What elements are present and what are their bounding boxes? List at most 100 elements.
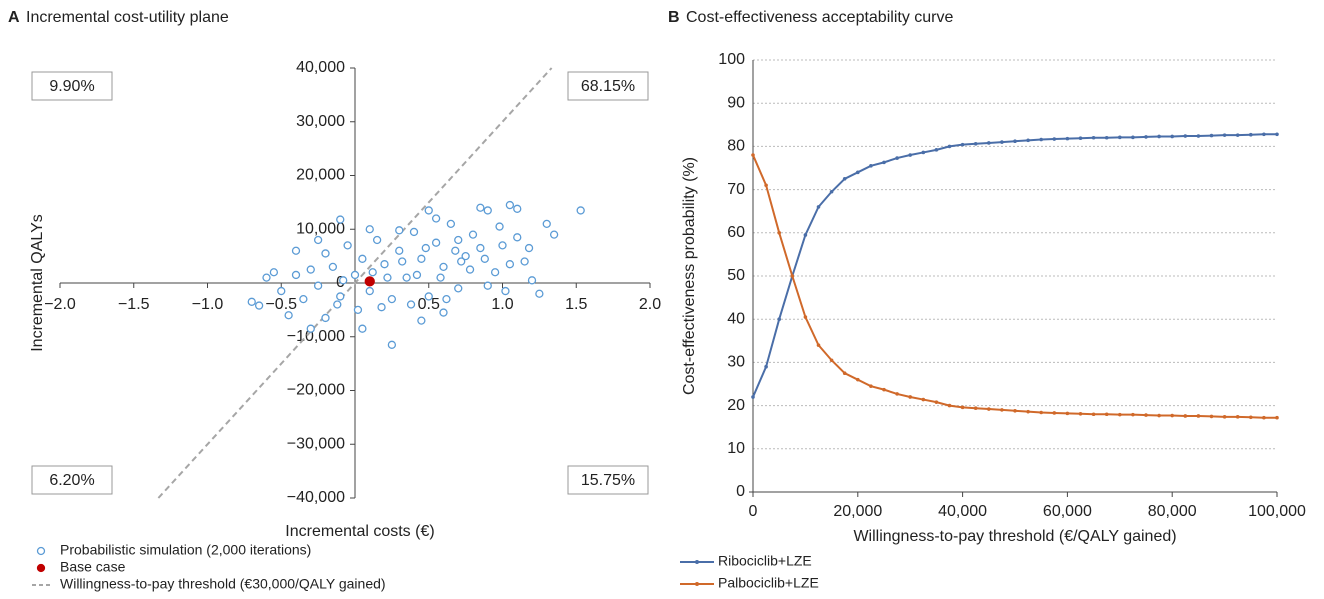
- simulation-point: [439, 308, 448, 317]
- y-tick-label: 90: [727, 94, 745, 111]
- simulation-point: [461, 251, 470, 261]
- simulation-point: [402, 273, 411, 282]
- simulation-point: [513, 204, 522, 213]
- series-marker: [842, 371, 847, 376]
- series-marker: [1183, 134, 1188, 138]
- legend-label: Probabilistic simulation (2,000 iteratio…: [60, 542, 311, 558]
- x-tick-label: −1.0: [192, 296, 224, 313]
- y-tick-label: 60: [727, 224, 745, 241]
- x-axis-title: Willingness-to-pay threshold (€/QALY gai…: [853, 528, 1176, 545]
- y-axis-title: Incremental QALYs: [29, 214, 46, 352]
- series-marker: [1131, 412, 1135, 417]
- simulation-point: [321, 313, 330, 323]
- simulation-point: [476, 243, 485, 253]
- quadrant-box: [31, 71, 113, 101]
- series-marker: [829, 358, 834, 363]
- series-marker: [1091, 412, 1096, 417]
- series-marker: [1000, 140, 1004, 144]
- y-tick-label: −40,000: [287, 489, 345, 506]
- quadrant-label: 15.75%: [581, 472, 635, 489]
- series-marker: [947, 144, 952, 149]
- series-marker: [987, 407, 991, 411]
- legend-swatch: [36, 563, 46, 573]
- series-marker: [882, 160, 886, 165]
- series-marker: [803, 233, 808, 237]
- y-tick-label: 70: [727, 181, 745, 198]
- series-marker: [921, 397, 926, 402]
- series-marker: [1222, 415, 1227, 419]
- y-tick-label: −20,000: [287, 382, 345, 399]
- simulation-point: [387, 294, 397, 304]
- series-marker: [1065, 411, 1070, 416]
- simulation-point: [476, 203, 485, 212]
- simulation-point: [306, 265, 315, 274]
- simulation-point: [328, 262, 338, 272]
- x-tick-label: 60,000: [1043, 503, 1092, 520]
- series-marker: [1000, 408, 1004, 412]
- simulation-point: [520, 257, 529, 266]
- simulation-point: [387, 340, 397, 349]
- y-tick-label: 30: [727, 354, 745, 371]
- simulation-point: [527, 276, 537, 285]
- series-marker: [1157, 413, 1161, 418]
- x-axis-title: Incremental costs (€): [285, 523, 434, 540]
- simulation-point: [505, 260, 515, 269]
- series-marker: [803, 315, 808, 319]
- x-tick-label: −1.5: [118, 296, 150, 313]
- series-marker: [1249, 415, 1253, 420]
- legend-label: Palbociclib+LZE: [718, 575, 819, 591]
- simulation-point: [383, 273, 392, 282]
- series-marker: [751, 153, 755, 157]
- y-tick-label: 20,000: [296, 167, 345, 184]
- series-marker: [934, 400, 939, 404]
- quadrant-label: 6.20%: [49, 472, 94, 489]
- series-marker: [856, 170, 860, 175]
- x-tick-label: 80,000: [1148, 503, 1197, 520]
- quadrant-box: [31, 465, 113, 495]
- series-marker: [816, 343, 821, 347]
- simulation-point: [535, 289, 544, 298]
- series-marker: [1118, 412, 1122, 417]
- simulation-point: [254, 301, 264, 310]
- simulation-point: [457, 257, 466, 266]
- legend-swatch: [695, 560, 699, 564]
- simulation-point: [513, 233, 522, 242]
- series-marker: [777, 231, 781, 235]
- legend-label: Ribociclib+LZE: [718, 553, 812, 569]
- series-marker: [1078, 412, 1083, 416]
- series-marker: [869, 384, 873, 388]
- simulation-point: [299, 294, 308, 304]
- series-marker: [895, 156, 899, 160]
- series-marker: [1091, 135, 1096, 140]
- series-marker: [1052, 137, 1057, 141]
- legend-label: Willingness-to-pay threshold (€30,000/QA…: [60, 576, 386, 592]
- y-tick-label: 100: [718, 51, 745, 68]
- simulation-point: [377, 303, 386, 312]
- series-marker: [777, 317, 781, 322]
- series-marker: [829, 189, 834, 194]
- series-marker: [1196, 134, 1201, 138]
- series-marker: [1222, 133, 1227, 137]
- simulation-point: [431, 238, 441, 247]
- x-tick-label: −2.0: [44, 296, 76, 313]
- simulation-point: [431, 214, 441, 223]
- simulation-point: [291, 246, 301, 255]
- legend-swatch: [695, 582, 699, 586]
- series-marker: [1065, 136, 1070, 141]
- series-marker: [1013, 408, 1017, 413]
- panel-letter: A: [8, 9, 20, 26]
- simulation-point: [417, 316, 426, 325]
- series-marker: [1235, 415, 1240, 419]
- series-marker: [816, 205, 821, 209]
- y-tick-label: 20: [727, 397, 745, 414]
- simulation-point: [372, 235, 382, 245]
- series-marker: [1235, 133, 1240, 137]
- series-marker: [1026, 138, 1030, 143]
- x-tick-label: −0.5: [265, 296, 297, 313]
- simulation-point: [498, 241, 507, 250]
- simulation-point: [468, 230, 478, 239]
- series-marker: [1118, 135, 1122, 140]
- simulation-point: [446, 219, 456, 229]
- simulation-point: [421, 243, 430, 253]
